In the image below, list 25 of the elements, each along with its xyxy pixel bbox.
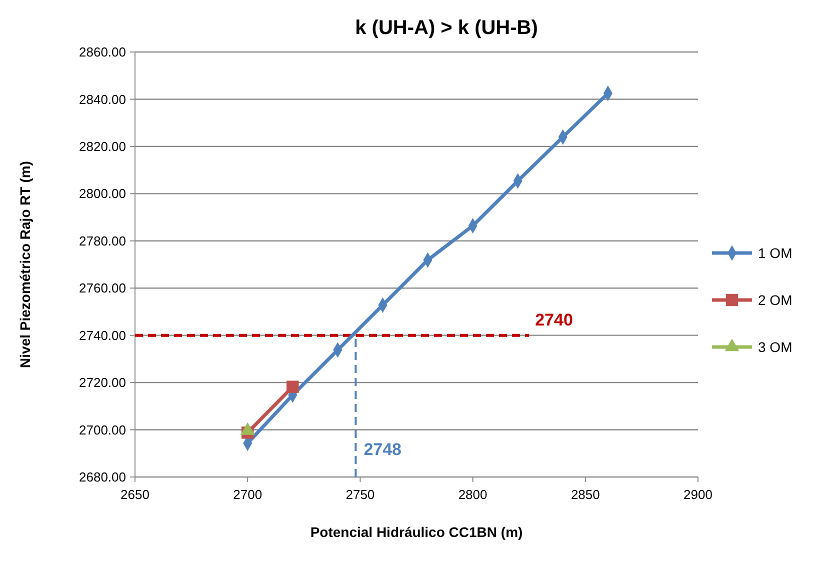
x-tick-label: 2850 [570, 487, 600, 502]
legend-label: 3 OM [758, 338, 792, 355]
y-tick-label: 2680.00 [79, 470, 126, 485]
y-tick-label: 2820.00 [79, 138, 126, 154]
y-tick-label: 2720.00 [79, 375, 126, 390]
point [286, 380, 299, 393]
ref-line-label: 2740 [535, 310, 573, 330]
y-tick-label: 2740.00 [79, 328, 126, 343]
x-tick-label: 2700 [233, 487, 262, 502]
y-tick-label: 2700.00 [79, 422, 126, 438]
ref-line-label: 2748 [364, 440, 402, 459]
y-tick-label: 2760.00 [79, 280, 126, 296]
y-tick-label: 2840.00 [79, 92, 126, 107]
y-tick-label: 2800.00 [79, 186, 126, 202]
chart-title: k (UH-A) > k (UH-B) [355, 17, 538, 39]
x-tick-label: 2800 [458, 487, 488, 502]
x-tick-label: 2900 [684, 487, 712, 502]
legend-label: 2 OM [758, 292, 792, 308]
x-tick-label: 2750 [346, 487, 375, 502]
legend-label: 1 OM [758, 244, 792, 261]
y-axis-title: Nivel Piezométrico Rajo RT (m) [17, 161, 33, 368]
y-tick-label: 2860.00 [79, 44, 126, 60]
y-tick-label: 2780.00 [79, 233, 126, 248]
x-axis-title: Potencial Hidráulico CC1BN (m) [310, 524, 523, 540]
x-tick-label: 2650 [120, 487, 150, 502]
